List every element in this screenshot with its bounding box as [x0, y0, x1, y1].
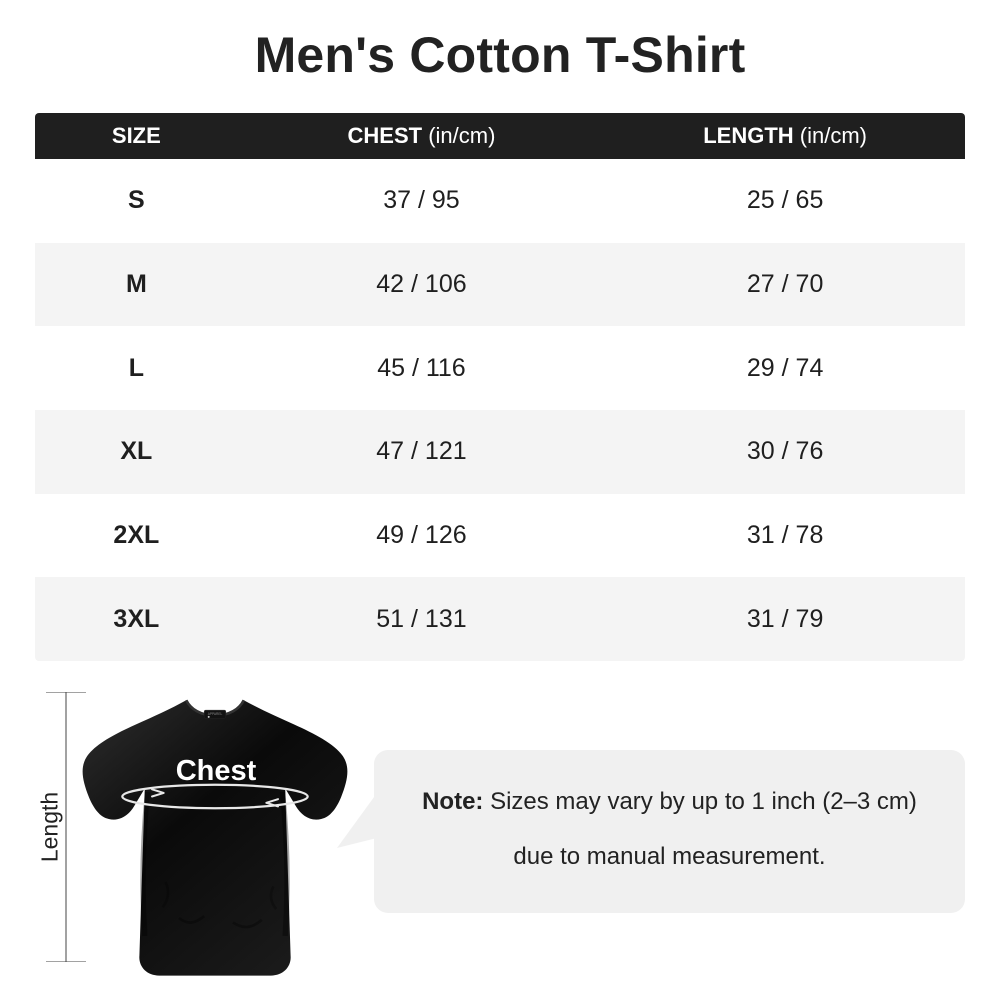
svg-text:APPAREL: APPAREL: [208, 712, 223, 716]
